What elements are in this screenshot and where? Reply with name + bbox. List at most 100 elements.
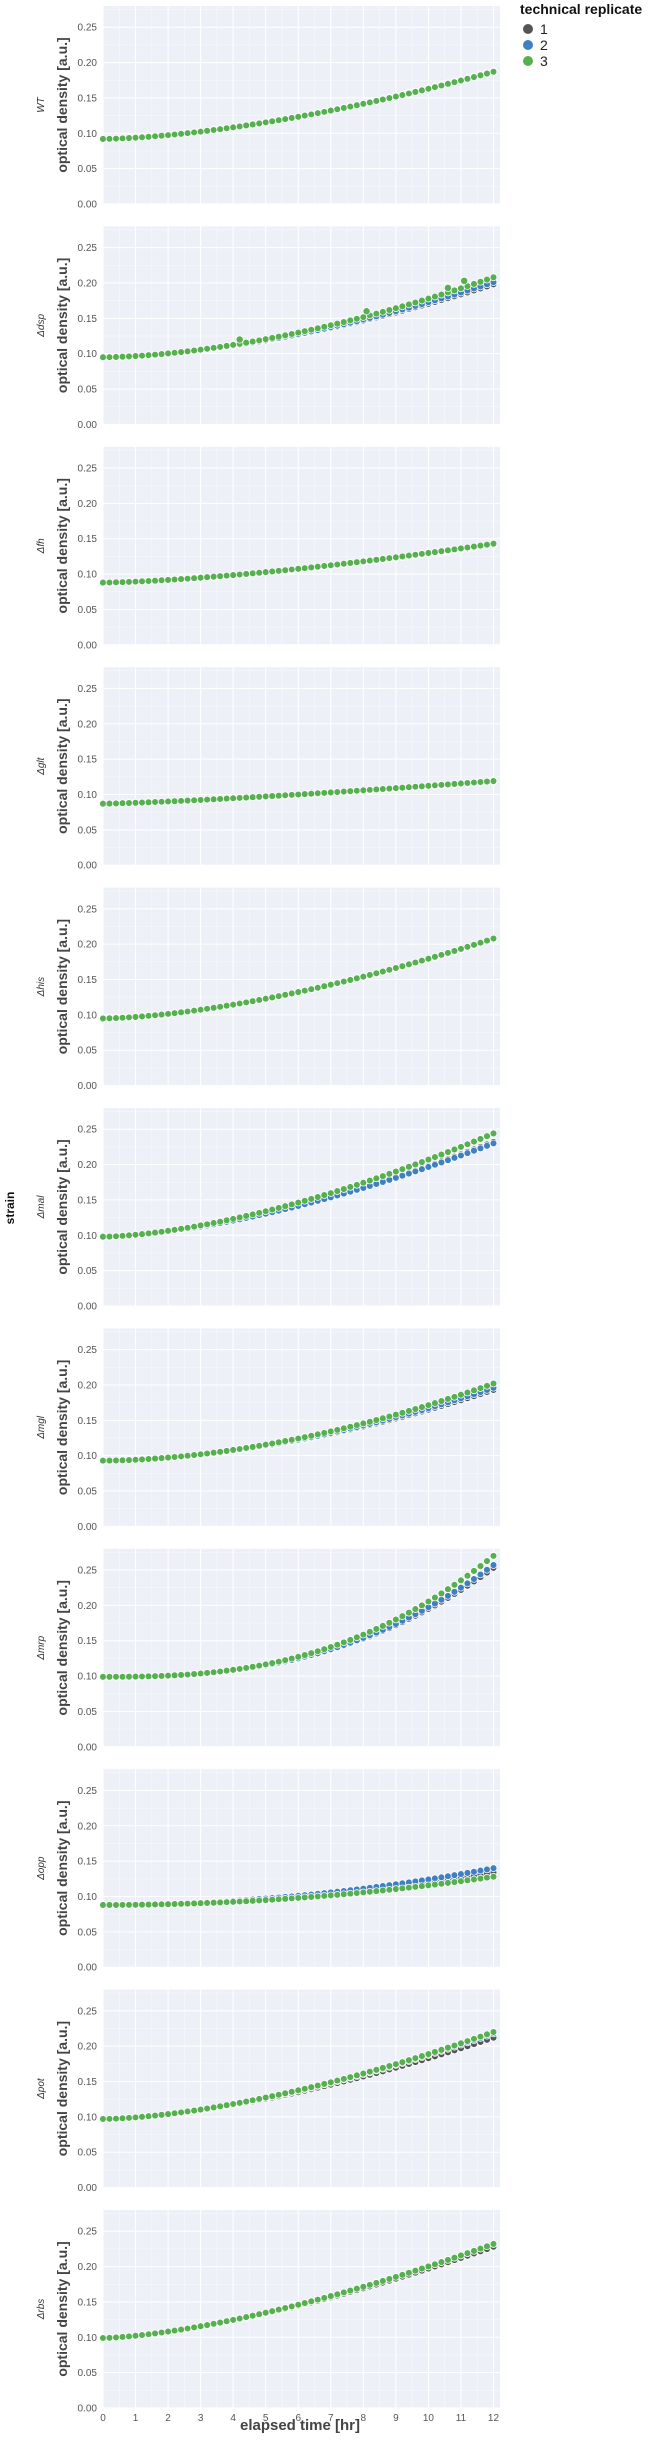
data-point-rep3 [151,1672,159,1680]
strain-label: Δmal [36,1195,47,1220]
panels: 0.00 0.05 0.10 0.15 0.20 0.25 WT optical densit… [36,6,500,2424]
data-point-rep3 [450,1581,459,1589]
x-tick-label: 3 [198,2413,204,2424]
data-point-rep3 [203,345,211,353]
data-point-rep3 [255,1442,263,1450]
data-point-rep3 [333,319,342,328]
y-tick-label: 0.00 [78,2404,98,2415]
data-point-rep3 [450,1145,459,1154]
data-point-rep3 [327,788,335,797]
data-point-rep3 [431,2048,439,2056]
data-point-rep2 [489,1139,498,1148]
y-tick-label: 0.00 [78,1302,98,1313]
data-point-rep3 [209,344,218,352]
data-point-rep3 [301,790,309,798]
data-point-rep3 [216,795,224,803]
data-point-rep3 [320,982,329,990]
data-point-rep3 [287,1654,296,1663]
data-point-rep3 [235,122,244,131]
data-point-rep3 [366,2281,374,2289]
data-point-rep3 [424,782,433,790]
data-point-rep3 [164,797,172,806]
data-point-rep3 [340,977,348,986]
data-point-rep3 [444,1585,452,1593]
data-point-rep3 [379,555,387,563]
data-point-rep3 [209,1668,218,1676]
data-point-rep3 [418,550,426,558]
y-tick-label: 0.10 [78,1451,98,1462]
data-point-rep3 [235,2099,244,2107]
data-point-rep3 [411,958,420,967]
data-point-rep3 [470,2247,478,2255]
data-point-rep3 [274,1204,283,1212]
data-point-rep3 [411,782,420,791]
data-point-rep3 [248,1897,257,1905]
data-point-rep3 [170,575,179,584]
data-point-rep3 [314,1892,322,1901]
data-point-rep3 [392,1885,400,1893]
data-point-rep3 [170,2109,179,2117]
data-point-rep3 [170,1900,179,1908]
y-tick-label: 0.10 [78,1231,98,1242]
panel-6: 0.00 0.05 0.10 0.15 0.20 0.25 Δmgl optical dens… [36,1328,500,1533]
data-point-rep3 [138,2113,146,2121]
y-tick-label: 0.15 [78,1416,98,1427]
data-point-rep3 [183,574,192,583]
data-point-rep3 [327,106,335,115]
data-point-rep3 [483,1132,491,1140]
strain-label: Δmgl [36,1415,47,1440]
data-point-rep3 [209,126,218,134]
data-point-rep3 [450,1393,459,1401]
data-point-rep3 [307,110,316,119]
data-point-rep3 [333,788,342,796]
data-point-rep3 [131,1013,140,1021]
data-point-rep3 [437,1879,446,1888]
data-point-rep3 [470,1386,478,1395]
y-tick-label: 0.00 [78,1081,98,1092]
x-tick-label: 2 [165,2413,171,2424]
data-point-rep3 [392,964,400,972]
data-point-rep3 [209,1004,218,1012]
data-point-rep3 [294,988,302,996]
data-point-rep3 [164,1671,172,1680]
y-tick-label: 0.15 [78,755,98,766]
data-point-rep3 [248,2096,257,2105]
y-tick-label: 0.10 [78,2112,98,2123]
data-point-rep2 [457,1583,465,1592]
data-point-rep3 [437,2046,446,2054]
data-point-rep3 [235,794,244,802]
data-point-rep2 [470,1868,478,1876]
data-point-rep3 [248,337,257,346]
panel-background [103,446,500,645]
data-point-rep3 [398,1409,407,1417]
y-tick-label: 0.00 [78,861,98,872]
y-tick-label: 0.05 [78,1487,98,1498]
data-point-rep3 [379,967,387,976]
data-point-rep3 [177,1225,185,1233]
data-point-rep3 [177,2325,185,2334]
data-point-rep3 [372,1887,381,1895]
data-point-rep3 [476,541,485,550]
data-point-rep3 [242,1444,250,1452]
data-point-rep2 [470,1575,478,1583]
data-point-rep3 [431,953,439,961]
data-point-rep2 [476,1570,485,1579]
data-point-rep3 [183,129,192,137]
data-point-rep3 [379,1886,387,1895]
data-point-rep3 [346,787,355,795]
data-point-rep3 [424,954,433,963]
data-point-rep3 [424,1401,433,1409]
data-point-rep3 [398,783,407,792]
data-point-rep3 [424,2050,433,2058]
data-point-rep3 [281,791,289,800]
data-point-rep3 [216,1217,224,1226]
y-tick-label: 0.05 [78,1046,98,1057]
data-point-rep3 [105,799,114,808]
data-point-outlier [362,307,371,316]
data-point-rep3 [164,349,172,358]
data-point-rep3 [385,2062,394,2070]
data-point-rep3 [340,787,348,796]
data-point-rep3 [294,2086,302,2095]
data-point-rep2 [483,1566,491,1574]
data-point-rep3 [333,1891,342,1899]
